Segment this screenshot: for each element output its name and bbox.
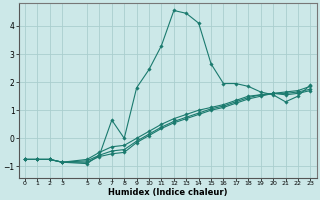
X-axis label: Humidex (Indice chaleur): Humidex (Indice chaleur) <box>108 188 228 197</box>
